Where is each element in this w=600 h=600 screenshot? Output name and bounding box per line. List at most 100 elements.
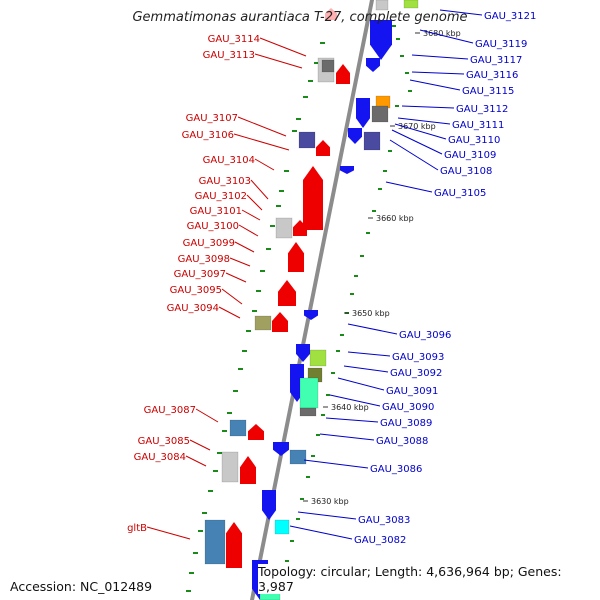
left-label-leader [259,37,307,57]
gc-mark-right [331,372,335,374]
left-gene-label: GAU_3087 [144,405,196,416]
left-label-leader [254,158,275,171]
left-label-leader [238,224,259,237]
gc-mark-right [405,72,409,74]
right-gene-label: GAU_3096 [399,330,451,341]
right-label-leader [319,433,375,441]
gene-arrow-reverse [262,490,276,520]
gene-arrow-reverse [273,442,289,456]
left-gene-label: GAU_3113 [203,50,255,61]
gene-block [298,131,316,149]
gene-block [299,377,319,409]
right-label-leader [411,71,465,75]
gc-mark-right [326,394,330,396]
right-label-leader [385,181,433,193]
left-label-leader [229,257,251,267]
left-label-leader [234,241,255,253]
right-label-leader [419,29,474,44]
gc-mark-left [227,412,232,414]
gc-mark-right [396,38,400,40]
kbp-tick-label: 3670 kbp [398,122,436,131]
gc-mark-right [306,476,310,478]
left-gene-label: GAU_3106 [182,130,234,141]
gene-arrow-forward [336,64,350,84]
gene-block [363,131,381,151]
gc-mark-right [395,105,399,107]
left-gene-label: GAU_3099 [183,238,235,249]
left-gene-label: gltB [127,523,147,534]
kbp-tick-label: 3660 kbp [376,214,414,223]
right-gene-label: GAU_3082 [354,535,406,546]
right-gene-label: GAU_3090 [382,402,434,413]
gene-arrow-forward [240,456,256,484]
left-label-leader [185,455,207,467]
gc-mark-right [321,414,325,416]
left-label-leader [195,408,219,423]
left-gene-label: GAU_3084 [134,452,186,463]
right-label-leader [337,377,385,391]
gc-mark-left [246,330,251,332]
right-label-leader [389,139,439,171]
gc-mark-left [260,270,265,272]
left-label-leader [241,209,261,221]
right-label-leader [394,123,447,140]
gc-mark-right [336,350,340,352]
right-gene-label: GAU_3112 [456,104,508,115]
gc-mark-left [270,225,275,227]
right-label-leader [343,365,389,373]
left-label-leader [250,179,269,200]
right-gene-label: GAU_3117 [470,55,522,66]
right-label-leader [439,9,483,16]
right-label-leader [297,511,357,520]
gene-arrow-reverse [296,344,310,362]
left-gene-label: GAU_3095 [170,285,222,296]
right-gene-label: GAU_3083 [358,515,410,526]
kbp-tick-label: 3630 kbp [311,497,349,506]
gc-mark-left [276,205,281,207]
gene-arrow-forward [303,166,323,230]
gc-mark-left [292,130,297,132]
right-label-leader [329,394,381,407]
right-gene-label: GAU_3105 [434,188,486,199]
gene-block [321,59,335,73]
gc-mark-right [354,275,358,277]
gc-mark-right [408,90,412,92]
accession-info: Accession: NC_012489 [10,579,153,594]
gc-mark-right [340,334,344,336]
right-label-leader [401,105,455,109]
gene-block [309,349,327,367]
gene-arrow-forward [272,312,288,332]
left-gene-label: GAU_3101 [190,206,242,217]
right-gene-label: GAU_3116 [466,70,518,81]
gc-mark-right [383,170,387,172]
gene-block [375,0,389,11]
right-gene-label: GAU_3093 [392,352,444,363]
left-label-leader [218,306,241,319]
gc-mark-right [290,540,294,542]
left-gene-label: GAU_3098 [178,254,230,265]
gene-arrow-forward [278,280,296,306]
gc-mark-left [266,248,271,250]
right-gene-label: GAU_3111 [452,120,504,131]
gc-mark-right [300,498,304,500]
right-label-leader [391,129,443,155]
gene-block [371,105,389,123]
gc-mark-left [189,572,194,574]
gc-mark-left [202,512,207,514]
kbp-tick-label: 3680 kbp [423,29,461,38]
gc-mark-right [360,255,364,257]
gene-block [229,419,247,437]
gene-block [221,451,239,483]
left-gene-label: GAU_3100 [187,221,239,232]
right-gene-label: GAU_3108 [440,166,492,177]
gene-arrow-reverse [356,98,370,128]
gc-mark-left [320,42,325,44]
gc-mark-left [208,490,213,492]
left-label-leader [225,272,247,283]
right-label-leader [411,54,469,60]
right-gene-label: GAU_3092 [390,368,442,379]
gene-arrow-forward [325,8,337,20]
gene-block [204,519,226,565]
right-gene-label: GAU_3089 [380,418,432,429]
